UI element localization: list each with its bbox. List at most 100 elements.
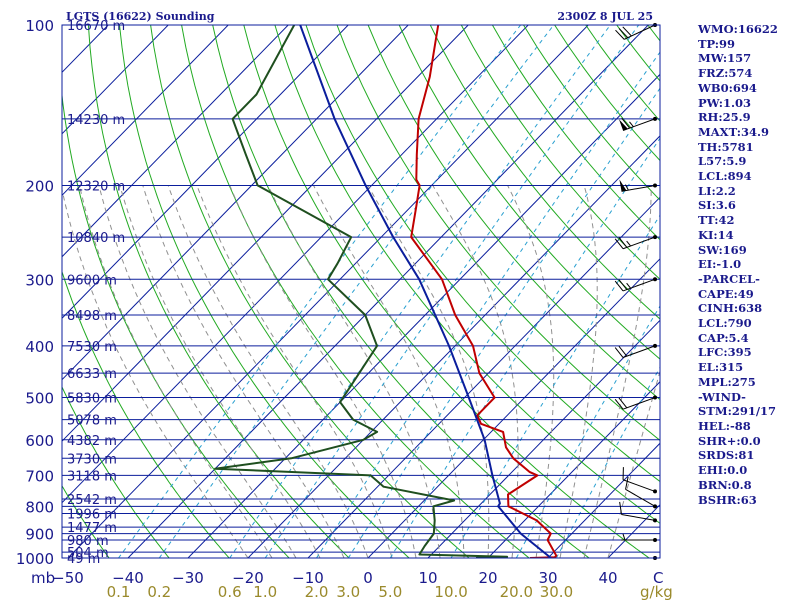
- sounding-index-item: EHI:0.0: [698, 463, 748, 478]
- moist-adiabat-line: [119, 185, 321, 558]
- height-level-label: 5830 m: [67, 392, 117, 407]
- moist-adiabat-line: [559, 185, 598, 558]
- height-level-label: 980 m: [67, 534, 109, 549]
- mixing-ratio-label: 10.0: [434, 583, 467, 600]
- height-level-label: 49 m: [67, 552, 100, 567]
- temperature-tick-label: −40: [112, 569, 144, 587]
- height-level-label: 7530 m: [67, 340, 117, 355]
- height-level-label: 10840 m: [67, 231, 125, 246]
- wind-barb: [625, 476, 657, 509]
- wind-barb: [614, 343, 657, 358]
- wind-barb: [622, 467, 657, 494]
- height-level-label: 4382 m: [67, 434, 117, 449]
- moist-adiabat-line: [367, 185, 490, 558]
- temperature-tick-label: −50: [52, 569, 84, 587]
- wind-barb: [614, 235, 657, 250]
- isotherm-line: [307, 196, 660, 558]
- temperature-tick-label: −20: [232, 569, 264, 587]
- mixing-ratio-label: 0.2: [147, 583, 171, 600]
- mixing-ratio-unit-label: g/kg: [640, 583, 673, 600]
- dry-adiabat-line: [119, 25, 410, 558]
- sounding-index-item: TT:42: [698, 213, 735, 228]
- background-lines: [62, 25, 660, 558]
- moist-adiabat-line: [607, 369, 660, 558]
- mixing-ratio-label: 20.0: [500, 583, 533, 600]
- pressure-tick-label: 700: [25, 467, 54, 485]
- sounding-index-item: SW:169: [698, 242, 747, 257]
- mixing-ratio-line: [555, 366, 660, 558]
- height-level-label: 14230 m: [67, 113, 125, 128]
- moist-adiabat-line: [142, 185, 345, 558]
- height-level-label: 16670 m: [67, 19, 125, 34]
- mixing-ratio-labels: 0.1 0.2 0.6 1.0 2.0 3.0 5.0 10.0 20.0 30.0: [107, 583, 574, 600]
- sounding-index-item: KI:14: [698, 227, 734, 242]
- sounding-index-item: TH:5781: [698, 139, 754, 154]
- mixing-ratio-label: 0.6: [218, 583, 242, 600]
- sounding-index-item: BSHR:63: [698, 492, 757, 507]
- height-level-label: 2542 m: [67, 493, 117, 508]
- temperature-tick-label: 30: [538, 569, 557, 587]
- dry-adiabat-line: [87, 25, 350, 558]
- sounding-index-item: BRN:0.8: [698, 477, 752, 492]
- sounding-index-item: SI:3.6: [698, 198, 736, 213]
- height-level-label: 12320 m: [67, 179, 125, 194]
- sounding-index-item: EL:315: [698, 360, 744, 375]
- mixing-ratio-line: [158, 25, 555, 558]
- pressure-unit-label: mb: [31, 569, 55, 587]
- sounding-index-item: PW:1.03: [698, 95, 752, 110]
- pressure-tick-label: 600: [25, 432, 54, 450]
- sounding-index-item: -WIND-: [698, 389, 746, 404]
- pressure-labels: 1000 900 800 700 600 500 400 300 200 100: [16, 17, 54, 568]
- pressure-tick-label: 100: [25, 17, 54, 35]
- isotherm-line: [62, 25, 289, 258]
- moist-adiabat-line: [78, 185, 273, 558]
- sounding-index-item: LCL:894: [698, 169, 752, 184]
- wind-barb: [618, 116, 657, 131]
- pressure-tick-label: 300: [25, 271, 54, 289]
- temperature-tick-label: −30: [172, 569, 204, 587]
- wind-barb: [614, 395, 657, 410]
- pressure-tick-label: 400: [25, 338, 54, 356]
- series-lines: [214, 25, 558, 558]
- sounding-index-item: LCL:790: [698, 316, 752, 331]
- height-level-label: 504 m: [67, 546, 109, 561]
- parcel-profile-line: [299, 25, 552, 558]
- height-level-label: 1996 m: [67, 507, 117, 522]
- sounding-index-item: WMO:16622: [698, 22, 778, 36]
- wind-barb: [615, 23, 657, 40]
- sounding-index-item: L57:5.9: [698, 154, 747, 169]
- mixing-ratio-line: [229, 25, 611, 558]
- pressure-tick-label: 200: [25, 177, 54, 195]
- mixing-ratio-line: [264, 25, 640, 558]
- plot-frame: [61, 24, 661, 559]
- isotherm-line: [62, 25, 409, 381]
- sounding-index-item: EI:-1.0: [698, 257, 742, 272]
- mixing-ratio-label: 5.0: [378, 583, 402, 600]
- sounding-index-item: MPL:275: [698, 374, 756, 389]
- temperature-tick-label: 20: [478, 569, 497, 587]
- height-level-label: 3118 m: [67, 469, 117, 484]
- sounding-index-item: LI:2.2: [698, 183, 736, 198]
- pressure-tick-label: 900: [25, 526, 54, 544]
- wind-barb: [614, 277, 657, 292]
- moist-adiabat-line: [507, 185, 555, 558]
- sounding-index-item: MW:157: [698, 51, 752, 66]
- temperature-tick-labels: −50 −40 −30 −20 −10 0 10 20 30 40: [52, 569, 617, 587]
- mixing-ratio-line: [347, 87, 660, 558]
- isotherm-line: [427, 319, 660, 558]
- temperature-unit-label: C: [653, 569, 663, 587]
- sounding-index-item: -PARCEL-: [698, 271, 760, 286]
- isotherm-line: [62, 25, 469, 442]
- sounding-indices-panel: WMO:16622 TP:99 MW:157 FRZ:574 WB0:694 PW:1.0…: [698, 22, 778, 507]
- moist-adiabat-line: [62, 187, 249, 558]
- temperature-tick-label: 10: [418, 569, 437, 587]
- height-level-label: 3730 m: [67, 452, 117, 467]
- mixing-ratio-label: 2.0: [305, 583, 329, 600]
- height-level-label: 1477 m: [67, 521, 117, 536]
- isotherm-line: [62, 25, 229, 197]
- isotherm-line: [547, 442, 660, 558]
- chart-title: LGTS (16622) Sounding: [66, 10, 215, 23]
- mixing-ratio-label: 1.0: [253, 583, 277, 600]
- height-level-label: 8498 m: [67, 309, 117, 324]
- sounding-index-item: MAXT:34.9: [698, 124, 769, 139]
